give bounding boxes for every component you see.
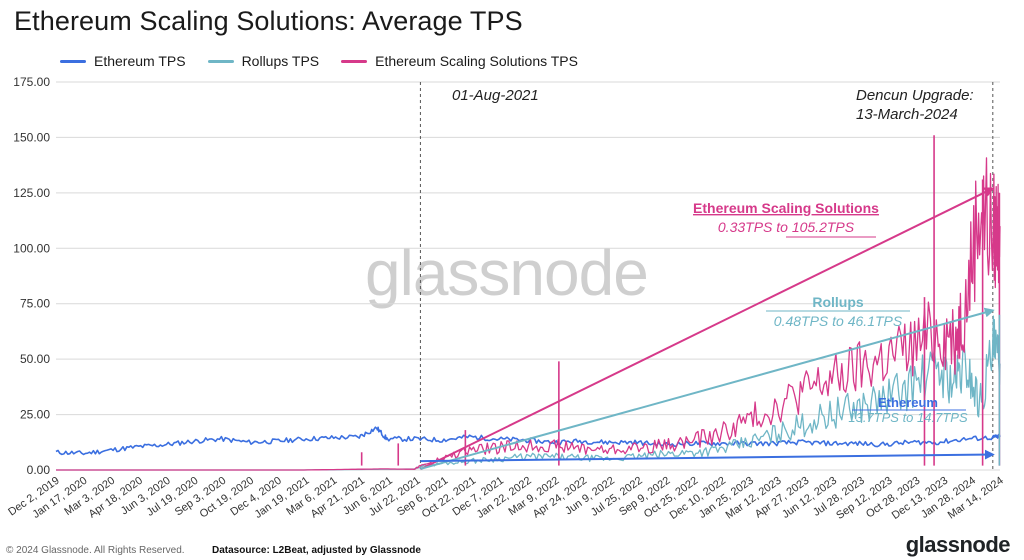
- brand-logo: glassnode: [905, 532, 1011, 557]
- eth-trend-arrow: [420, 449, 995, 463]
- y-tick-label: 125.00: [13, 186, 50, 200]
- scaling-annotation-sub: 0.33TPS to 105.2TPS: [718, 219, 855, 235]
- rollups-trend-arrow: [420, 307, 995, 470]
- legend-swatch-ethereum: [60, 59, 86, 63]
- legend-swatch-scaling: [341, 59, 368, 63]
- scaling-annotation-title: Ethereum Scaling Solutions: [693, 200, 879, 216]
- chart-canvas: 0.00 25.00 50.00 75.00 100.00 125.00 150.00 175…: [6, 75, 1005, 522]
- y-tick-label: 150.00: [13, 130, 50, 144]
- legend-label-rollups: Rollups TPS: [241, 53, 320, 69]
- eth-annotation-title: Ethereum: [878, 395, 938, 410]
- y-tick-label: 75.00: [20, 297, 50, 311]
- copyright: © 2024 Glassnode. All Rights Reserved.: [6, 545, 185, 556]
- legend-swatch-rollups: [207, 59, 234, 63]
- scaling-trend-arrow: [419, 187, 995, 471]
- y-tick-label: 0.00: [27, 463, 51, 477]
- rollups-annotation-sub: 0.48TPS to 46.1TPS: [774, 313, 903, 329]
- series-line-2: [56, 157, 1001, 471]
- datasource: Datasource: L2Beat, adjusted by Glassnod…: [212, 545, 421, 556]
- y-tick-label: 25.00: [20, 408, 50, 422]
- y-axis-ticks: 0.00 25.00 50.00 75.00 100.00 125.00 150.00 175…: [13, 75, 50, 477]
- trend-arrows: [419, 187, 995, 471]
- vline2-label-line1: Dencun Upgrade:: [856, 87, 974, 104]
- vline2-label-line2: 13-March-2024: [856, 106, 958, 123]
- legend-item-scaling[interactable]: Ethereum Scaling Solutions TPS: [341, 53, 578, 69]
- series-line-0: [55, 426, 1001, 456]
- y-tick-label: 100.00: [13, 241, 50, 255]
- legend-label-ethereum: Ethereum TPS: [94, 53, 186, 69]
- eth-annotation-sub: 13.7TPS to 14.7TPS: [848, 410, 968, 425]
- legend: Ethereum TPS Rollups TPS Ethereum Scalin…: [60, 53, 578, 69]
- y-tick-label: 175.00: [13, 75, 50, 89]
- rollups-annotation-title: Rollups: [812, 294, 864, 310]
- legend-item-rollups[interactable]: Rollups TPS: [207, 53, 320, 69]
- vline1-label: 01-Aug-2021: [452, 87, 539, 104]
- annotations: 01-Aug-2021 Dencun Upgrade: 13-March-202…: [452, 87, 974, 425]
- watermark: glassnode: [365, 237, 649, 309]
- y-tick-label: 50.00: [20, 352, 50, 366]
- legend-label-scaling: Ethereum Scaling Solutions TPS: [375, 53, 578, 69]
- legend-item-ethereum[interactable]: Ethereum TPS: [60, 53, 186, 69]
- chart-title: Ethereum Scaling Solutions: Average TPS: [14, 6, 523, 36]
- vertical-markers: [419, 82, 994, 470]
